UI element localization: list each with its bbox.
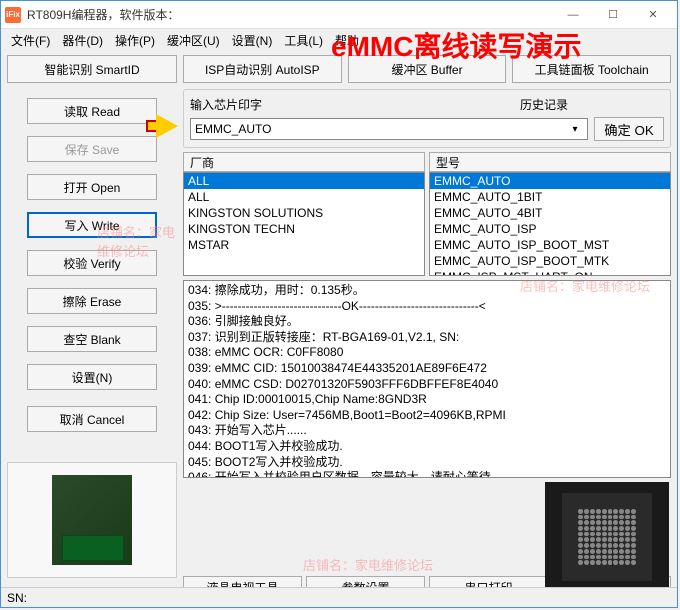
list-item[interactable]: EMMC_AUTO [430, 173, 670, 189]
menu-operation[interactable]: 操作(P) [109, 30, 161, 51]
log-line: 043: 开始写入芯片...... [188, 423, 666, 439]
list-item[interactable]: MSTAR [184, 237, 424, 253]
watermark: 店铺名：家电维修论坛 [303, 555, 433, 574]
verify-button[interactable]: 校验 Verify [27, 250, 157, 276]
chip-combo-value: EMMC_AUTO [195, 122, 567, 136]
write-button[interactable]: 写入 Write [27, 212, 157, 238]
menu-help[interactable]: 帮助 [329, 30, 365, 51]
log-line: 046: 开始写入并校验用户区数据，容量较大，请耐心等待. [188, 470, 666, 478]
save-button[interactable]: 保存 Save [27, 136, 157, 162]
log-line: 044: BOOT1写入并校验成功. [188, 439, 666, 455]
app-icon: iFix [5, 7, 21, 23]
maximize-button[interactable]: ☐ [593, 2, 633, 28]
history-label: 历史记录 [504, 96, 584, 113]
titlebar: iFix RT809H编程器，软件版本： — ☐ ✕ [1, 1, 677, 29]
menu-settings[interactable]: 设置(N) [226, 30, 279, 51]
model-list[interactable]: EMMC_AUTO EMMC_AUTO_1BIT EMMC_AUTO_4BIT … [429, 172, 671, 276]
log-line: 042: Chip Size: User=7456MB,Boot1=Boot2=… [188, 408, 666, 424]
log-line: 035: >------------------------------OK--… [188, 299, 666, 315]
list-item[interactable]: ALL [184, 173, 424, 189]
log-line: 036: 引脚接触良好。 [188, 314, 666, 330]
chip-input-label: 输入芯片印字 [190, 96, 504, 113]
read-button[interactable]: 读取 Read [27, 98, 157, 124]
open-button[interactable]: 打开 Open [27, 174, 157, 200]
window-title: RT809H编程器，软件版本： [27, 6, 553, 23]
statusbar: SN: [1, 587, 677, 607]
list-item[interactable]: EMMC_AUTO_ISP_BOOT_MTK [430, 253, 670, 269]
minimize-button[interactable]: — [553, 2, 593, 28]
chip-image [545, 482, 669, 592]
list-item[interactable]: EMMC_AUTO_ISP_BOOT_MST [430, 237, 670, 253]
log-line: 039: eMMC CID: 15010038474E44335201AE89F… [188, 361, 666, 377]
vendor-header: 厂商 [183, 152, 425, 172]
log-line: 045: BOOT2写入并校验成功. [188, 455, 666, 471]
log-line: 037: 识别到正版转接座：RT-BGA169-01,V2.1, SN: [188, 330, 666, 346]
menubar: 文件(F) 器件(D) 操作(P) 缓冲区(U) 设置(N) 工具(L) 帮助 [1, 29, 677, 51]
log-line: 038: eMMC OCR: C0FF8080 [188, 345, 666, 361]
chip-input-section: 输入芯片印字 历史记录 EMMC_AUTO ▾ 确定 OK [183, 89, 671, 148]
list-item[interactable]: KINGSTON SOLUTIONS [184, 205, 424, 221]
log-line: 034: 擦除成功，用时：0.135秒。 [188, 283, 666, 299]
list-item[interactable]: EMMC_ISP_MST_UART_ON [430, 269, 670, 276]
sn-label: SN: [7, 591, 27, 605]
adapter-image [7, 462, 177, 578]
blank-button[interactable]: 查空 Blank [27, 326, 157, 352]
chip-combo[interactable]: EMMC_AUTO ▾ [190, 118, 588, 140]
vendor-list[interactable]: ALL ALL KINGSTON SOLUTIONS KINGSTON TECH… [183, 172, 425, 276]
ok-button[interactable]: 确定 OK [594, 117, 664, 141]
list-item[interactable]: EMMC_AUTO_4BIT [430, 205, 670, 221]
log-line: 041: Chip ID:00010015,Chip Name:8GND3R [188, 392, 666, 408]
arrow-indicator [156, 114, 186, 138]
cancel-button[interactable]: 取消 Cancel [27, 406, 157, 432]
list-item[interactable]: EMMC_AUTO_1BIT [430, 189, 670, 205]
erase-button[interactable]: 擦除 Erase [27, 288, 157, 314]
close-button[interactable]: ✕ [633, 2, 673, 28]
menu-buffer[interactable]: 缓冲区(U) [161, 30, 226, 51]
toolchain-button[interactable]: 工具链面板 Toolchain [512, 55, 671, 83]
menu-file[interactable]: 文件(F) [5, 30, 56, 51]
model-header: 型号 [429, 152, 671, 172]
list-item[interactable]: KINGSTON TECHN [184, 221, 424, 237]
list-item[interactable]: EMMC_AUTO_ISP [430, 221, 670, 237]
autoisp-button[interactable]: ISP自动识别 AutoISP [183, 55, 342, 83]
menu-tools[interactable]: 工具(L) [278, 30, 329, 51]
buffer-button[interactable]: 缓冲区 Buffer [348, 55, 507, 83]
settings-button[interactable]: 设置(N) [27, 364, 157, 390]
chevron-down-icon: ▾ [567, 124, 583, 135]
menu-device[interactable]: 器件(D) [56, 30, 109, 51]
list-item[interactable]: ALL [184, 189, 424, 205]
log-output[interactable]: 店铺名：家电维修论坛 034: 擦除成功，用时：0.135秒。 035: >--… [183, 280, 671, 478]
log-line: 040: eMMC CSD: D02701320F5903FFF6DBFFEF8… [188, 377, 666, 393]
smartid-button[interactable]: 智能识别 SmartID [7, 55, 177, 83]
